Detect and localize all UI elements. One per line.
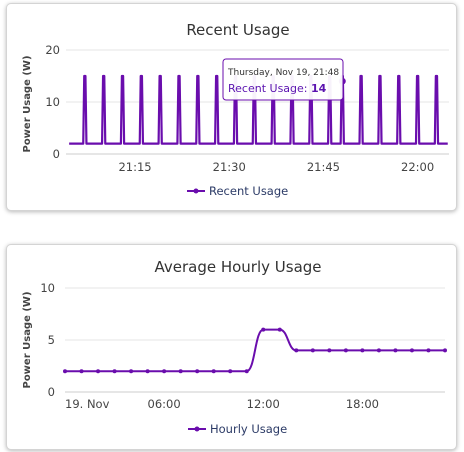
x-tick-label: 21:30 <box>213 160 246 174</box>
data-point[interactable] <box>409 348 414 353</box>
data-point[interactable] <box>294 348 299 353</box>
tooltip-date: Thursday, Nov 19, 21:48 <box>227 68 339 78</box>
y-tick-label: 10 <box>40 281 55 295</box>
y-tick-label: 10 <box>45 95 60 109</box>
x-tick-label: 12:00 <box>247 397 280 411</box>
x-tick-label: 21:15 <box>118 160 151 174</box>
y-axis-label: Power Usage (W) <box>22 55 33 152</box>
data-point[interactable] <box>129 369 134 374</box>
legend-label[interactable]: Hourly Usage <box>210 422 287 436</box>
y-tick-label: 0 <box>53 147 60 161</box>
tooltip-series-name: Recent Usage <box>228 82 304 95</box>
tooltip-value-line: Recent Usage: 14 <box>228 82 327 95</box>
data-point[interactable] <box>376 348 381 353</box>
x-tick-label: 22:00 <box>401 160 434 174</box>
data-point[interactable] <box>426 348 431 353</box>
data-point[interactable] <box>79 369 84 374</box>
data-point[interactable] <box>277 327 282 332</box>
data-point[interactable] <box>393 348 398 353</box>
chart-title: Recent Usage <box>186 21 289 39</box>
legend-label[interactable]: Recent Usage <box>209 184 288 198</box>
data-point[interactable] <box>63 369 67 374</box>
legend-marker-icon <box>193 188 199 194</box>
data-point[interactable] <box>228 369 233 374</box>
data-point[interactable] <box>211 369 216 374</box>
data-point[interactable] <box>96 369 101 374</box>
tooltip-value: 14 <box>311 82 327 95</box>
y-tick-label: 0 <box>48 385 55 399</box>
tooltip-colon: : <box>304 82 311 95</box>
hourly-usage-chart: Average Hourly Usage Power Usage (W) 0 5 1… <box>22 258 447 436</box>
data-point[interactable] <box>343 348 348 353</box>
x-tick-label: 19. Nov <box>65 397 110 411</box>
data-point[interactable] <box>162 369 167 374</box>
data-point[interactable] <box>443 348 447 353</box>
recent-usage-chart: Recent Usage Power Usage (W) 0 10 20 21:15… <box>22 21 449 198</box>
x-tick-label: 06:00 <box>148 397 181 411</box>
recent-usage-card: Recent Usage Power Usage (W) 0 10 20 21:15… <box>6 3 457 211</box>
data-point[interactable] <box>195 369 200 374</box>
chart-title: Average Hourly Usage <box>154 258 321 276</box>
legend[interactable]: Hourly Usage <box>188 422 287 436</box>
data-point[interactable] <box>178 369 183 374</box>
hourly-usage-card: Average Hourly Usage Power Usage (W) 0 5 1… <box>6 244 457 450</box>
data-point[interactable] <box>360 348 365 353</box>
tooltip: Thursday, Nov 19, 21:48 Recent Usage: 14 <box>222 58 344 101</box>
legend[interactable]: Recent Usage <box>187 184 288 198</box>
series-line-recent-usage[interactable] <box>69 74 448 145</box>
data-point[interactable] <box>112 369 117 374</box>
data-point[interactable] <box>145 369 150 374</box>
x-tick-label: 21:45 <box>307 160 340 174</box>
y-tick-label: 20 <box>45 43 60 57</box>
data-point[interactable] <box>310 348 315 353</box>
series-line-hourly-usage[interactable] <box>64 328 445 373</box>
x-tick-label: 18:00 <box>346 397 379 411</box>
legend-marker-icon <box>194 426 200 432</box>
data-point[interactable] <box>244 369 249 374</box>
data-point[interactable] <box>261 327 266 332</box>
y-tick-label: 5 <box>48 333 55 347</box>
data-point[interactable] <box>327 348 332 353</box>
y-axis-label: Power Usage (W) <box>22 291 33 388</box>
